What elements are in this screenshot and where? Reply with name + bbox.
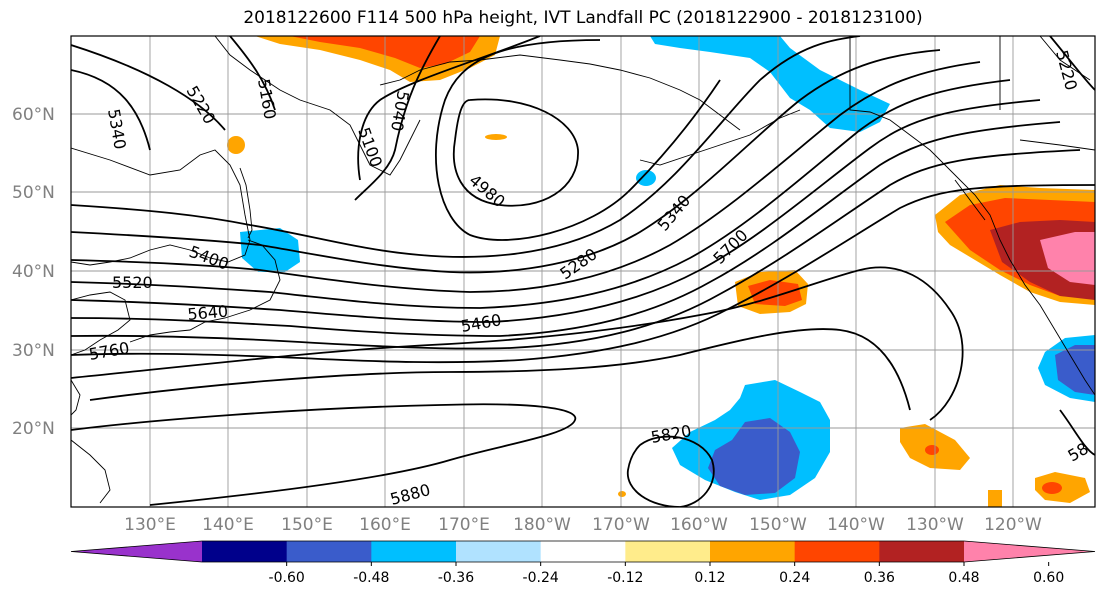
lon-label: 130°E	[124, 515, 176, 535]
colorbar-segment	[286, 541, 372, 562]
lon-label: 170°E	[438, 515, 490, 535]
colorbar-extend-low	[71, 541, 202, 562]
positive-anomaly-region	[1035, 472, 1090, 503]
colorbar-segment	[202, 541, 288, 562]
negative-anomaly-region	[708, 418, 800, 495]
latitude-labels: 60°N 50°N 40°N 30°N 20°N	[12, 105, 55, 439]
colorbar-tick-label: -0.36	[438, 570, 474, 586]
lon-label: 160°W	[670, 515, 728, 535]
lon-label: 160°E	[359, 515, 411, 535]
contour-label: 5520	[112, 273, 153, 292]
map-title: 2018122600 F114 500 hPa height, IVT Land…	[243, 8, 923, 28]
colorbar: -0.60 -0.48 -0.36 -0.24 -0.12 0.12 0.24 0.36 0.4…	[70, 540, 1096, 586]
positive-anomaly-region	[1042, 482, 1062, 494]
contour-label: 5640	[187, 302, 229, 324]
height-contours	[71, 36, 1095, 507]
colorbar-tick-label: -0.24	[523, 570, 559, 586]
lat-label: 50°N	[12, 183, 55, 203]
positive-anomaly-region	[1040, 232, 1095, 285]
colorbar-tick-label: 0.60	[1033, 570, 1064, 586]
lon-label: 170°W	[592, 515, 650, 535]
colorbar-segment	[540, 541, 626, 562]
colorbar-tick-label: -0.48	[353, 570, 389, 586]
colorbar-segment	[794, 541, 880, 562]
colorbar-tick-label: 0.48	[948, 570, 979, 586]
colorbar-outline	[70, 540, 1096, 563]
lat-label: 20°N	[12, 419, 55, 439]
lon-label: 130°W	[906, 515, 964, 535]
positive-anomaly-region	[618, 491, 626, 497]
positive-anomaly-region	[485, 134, 507, 140]
lat-label: 40°N	[12, 262, 55, 282]
negative-anomaly-region	[240, 228, 300, 272]
negative-anomaly-region	[636, 170, 656, 186]
colorbar-segment	[456, 541, 542, 562]
ivt-shading	[227, 36, 1095, 507]
longitude-labels: 130°E 140°E 150°E 160°E 170°E 180°W 170°…	[124, 515, 1042, 535]
colorbar-segment	[625, 541, 711, 562]
colorbar-tick-label: -0.12	[607, 570, 643, 586]
negative-anomaly-region	[1055, 345, 1095, 395]
colorbar-extend-high	[964, 541, 1095, 562]
colorbar-segment	[879, 541, 965, 562]
colorbar-tick-label: -0.60	[269, 570, 305, 586]
coastlines	[71, 36, 1095, 504]
lon-label: 120°W	[984, 515, 1042, 535]
map-frame	[70, 35, 1096, 508]
positive-anomaly-region	[227, 136, 245, 154]
lat-label: 60°N	[12, 105, 55, 125]
positive-anomaly-region	[748, 280, 802, 306]
colorbar-segment	[710, 541, 796, 562]
lon-label: 140°E	[202, 515, 254, 535]
colorbar-tick-label: 0.12	[694, 570, 725, 586]
positive-anomaly-region	[988, 490, 1002, 507]
colorbar-segment	[371, 541, 457, 562]
negative-anomaly-region	[650, 36, 890, 132]
colorbar-tick-label: 0.36	[864, 570, 895, 586]
lon-label: 180°W	[513, 515, 571, 535]
colorbar-tick-label: 0.24	[779, 570, 810, 586]
lat-label: 30°N	[12, 341, 55, 361]
gridlines	[71, 36, 1095, 507]
lon-label: 140°W	[827, 515, 885, 535]
lon-label: 150°W	[749, 515, 807, 535]
lon-label: 150°E	[281, 515, 333, 535]
positive-anomaly-region	[925, 445, 939, 455]
